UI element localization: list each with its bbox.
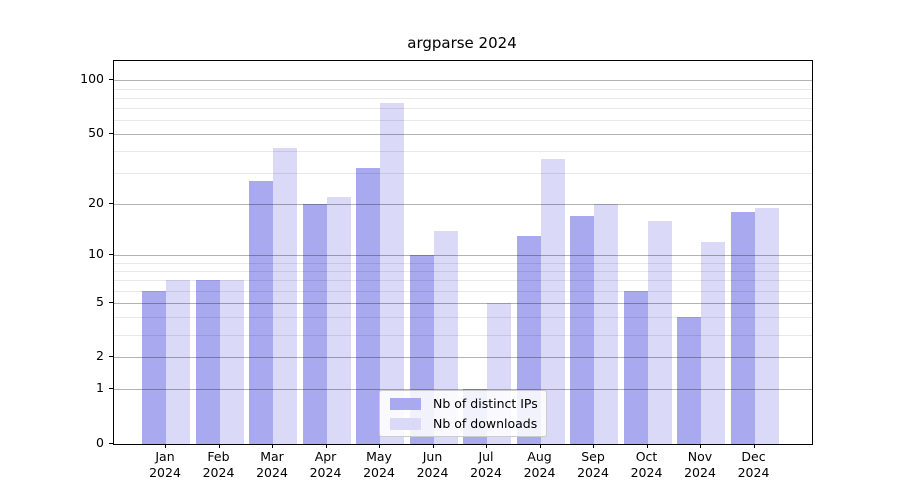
y-tick-label-2: 2	[96, 348, 104, 364]
bar-downloads-may	[380, 102, 404, 444]
x-tick-label-mar: Mar 2024	[256, 449, 288, 480]
bar-downloads-apr	[326, 196, 351, 444]
legend: Nb of distinct IPs Nb of downloads	[379, 390, 547, 437]
gridline-minor-4	[114, 317, 812, 319]
gridline-minor-9	[114, 262, 812, 264]
x-tick-mark-jun	[432, 444, 434, 448]
x-tick-label-may: May 2024	[363, 449, 395, 480]
x-tick-mark-jul	[486, 444, 487, 448]
x-tick-label-oct: Oct 2024	[630, 449, 663, 480]
y-tick-label-20: 20	[88, 195, 104, 211]
legend-label-distinct-ips: Nb of distinct IPs	[433, 396, 538, 411]
bar-ips-may	[356, 168, 380, 444]
y-tick-mark-1	[109, 388, 113, 390]
bar-ips-dec	[730, 211, 755, 444]
bar-downloads-jan	[166, 280, 190, 444]
legend-swatch-distinct-ips	[390, 397, 421, 410]
x-tick-label-sep: Sep 2024	[577, 449, 609, 480]
gridline-10	[114, 255, 812, 256]
x-tick-mark-dec	[753, 444, 755, 448]
x-tick-mark-may	[379, 444, 380, 448]
gridline-minor-70	[114, 108, 812, 110]
bar-downloads-feb	[219, 280, 244, 444]
x-tick-mark-nov	[700, 444, 701, 448]
x-tick-label-jul: Jul 2024	[470, 449, 502, 480]
y-tick-mark-20	[109, 203, 113, 205]
x-tick-label-jan: Jan 2024	[149, 449, 181, 480]
gridline-5	[114, 302, 812, 304]
x-tick-mark-aug	[539, 444, 541, 448]
bar-downloads-oct	[647, 220, 672, 444]
y-tick-mark-2	[109, 356, 113, 358]
bar-downloads-dec	[754, 207, 779, 444]
x-tick-label-jun: Jun 2024	[416, 449, 449, 480]
gridline-minor-6	[114, 290, 812, 292]
y-tick-mark-100	[109, 79, 113, 81]
bar-ips-apr	[302, 204, 327, 444]
x-tick-mark-mar	[272, 444, 273, 448]
x-tick-mark-sep	[593, 444, 594, 448]
bar-downloads-mar	[273, 147, 297, 444]
y-tick-label-1: 1	[96, 380, 104, 396]
x-tick-label-apr: Apr 2024	[309, 449, 342, 480]
x-tick-mark-feb	[218, 444, 220, 448]
x-tick-mark-oct	[646, 444, 648, 448]
legend-row-distinct-ips: Nb of distinct IPs	[390, 396, 538, 411]
gridline-minor-30	[114, 173, 812, 175]
y-tick-label-100: 100	[80, 71, 104, 87]
gridline-minor-90	[114, 88, 812, 90]
gridline-minor-40	[114, 151, 812, 153]
x-tick-label-dec: Dec 2024	[737, 449, 770, 480]
bar-ips-mar	[249, 181, 273, 444]
gridline-minor-80	[114, 97, 812, 99]
x-tick-label-nov: Nov 2024	[684, 449, 716, 480]
plot-area: Nb of distinct IPs Nb of downloads	[113, 60, 813, 445]
bar-ips-nov	[677, 317, 701, 444]
bar-downloads-nov	[701, 241, 725, 444]
gridline-minor-7	[114, 280, 812, 282]
bar-ips-feb	[195, 280, 220, 444]
bar-ips-oct	[623, 290, 648, 444]
legend-swatch-downloads	[390, 417, 421, 430]
gridline-100	[114, 80, 812, 82]
y-tick-mark-10	[109, 254, 113, 255]
y-tick-mark-50	[109, 133, 113, 135]
bar-ips-sep	[570, 216, 594, 444]
legend-label-downloads: Nb of downloads	[433, 416, 538, 431]
y-tick-label-50: 50	[88, 125, 104, 141]
x-tick-label-aug: Aug 2024	[523, 449, 556, 480]
gridline-1	[114, 389, 812, 391]
gridline-2	[114, 357, 812, 359]
gridline-50	[114, 134, 812, 136]
y-tick-label-10: 10	[88, 246, 104, 261]
bar-downloads-sep	[594, 204, 618, 444]
gridline-minor-60	[114, 120, 812, 121]
y-tick-label-5: 5	[96, 293, 104, 309]
x-tick-mark-jan	[165, 444, 166, 448]
gridline-20	[114, 204, 812, 206]
gridline-minor-3	[114, 334, 812, 336]
bar-ips-jan	[142, 290, 166, 444]
gridline-minor-8	[114, 270, 812, 272]
x-tick-label-feb: Feb 2024	[202, 449, 235, 480]
x-tick-mark-apr	[325, 444, 327, 448]
legend-row-downloads: Nb of downloads	[390, 416, 538, 431]
y-tick-label-0: 0	[96, 435, 104, 450]
y-tick-mark-5	[109, 301, 113, 303]
chart-title: argparse 2024	[407, 34, 517, 52]
y-tick-mark-0	[109, 443, 113, 444]
